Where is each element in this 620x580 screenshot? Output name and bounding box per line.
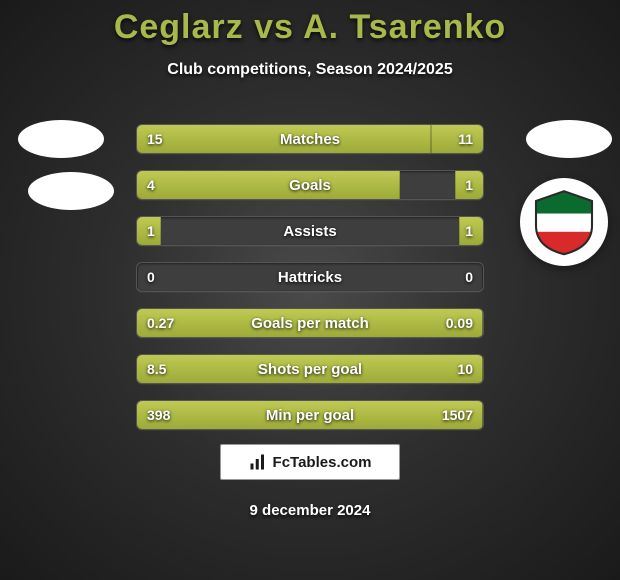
metric-value-right: 11 <box>458 125 473 153</box>
metric-label: Assists <box>137 217 483 245</box>
bar-chart-icon <box>249 453 267 471</box>
metric-value-right: 0 <box>465 263 473 291</box>
brand-logo: FcTables.com <box>220 444 400 480</box>
page-title: Ceglarz vs A. Tsarenko <box>0 0 620 47</box>
player1-badge-placeholder-1 <box>18 120 104 158</box>
brand-label: FcTables.com <box>273 454 372 471</box>
metric-label: Shots per goal <box>137 355 483 383</box>
metric-label: Min per goal <box>137 401 483 429</box>
metric-value-right: 1 <box>465 171 473 199</box>
metric-row: 0Hattricks0 <box>136 262 484 292</box>
metric-row: 398Min per goal1507 <box>136 400 484 430</box>
shield-icon <box>529 187 599 257</box>
metric-value-right: 10 <box>457 355 473 383</box>
metric-row: 4Goals1 <box>136 170 484 200</box>
player2-badge-placeholder-1 <box>526 120 612 158</box>
player1-badge-placeholder-2 <box>28 172 114 210</box>
metric-label: Goals per match <box>137 309 483 337</box>
metric-value-right: 1 <box>465 217 473 245</box>
metric-label: Hattricks <box>137 263 483 291</box>
page-subtitle: Club competitions, Season 2024/2025 <box>0 61 620 79</box>
metric-row: 1Assists1 <box>136 216 484 246</box>
metric-label: Goals <box>137 171 483 199</box>
metric-label: Matches <box>137 125 483 153</box>
metric-value-right: 1507 <box>442 401 473 429</box>
metric-value-right: 0.09 <box>446 309 473 337</box>
player2-team-badge <box>520 178 608 266</box>
metric-row: 8.5Shots per goal10 <box>136 354 484 384</box>
date-label: 9 december 2024 <box>0 502 620 519</box>
comparison-chart: 15Matches114Goals11Assists10Hattricks00.… <box>136 124 484 446</box>
metric-row: 0.27Goals per match0.09 <box>136 308 484 338</box>
metric-row: 15Matches11 <box>136 124 484 154</box>
